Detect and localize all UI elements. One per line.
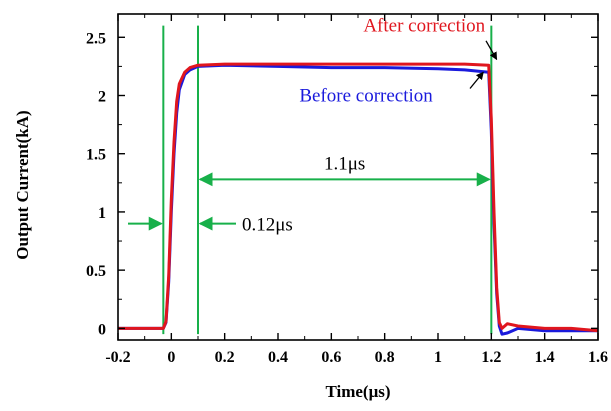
y-tick-label: 0	[98, 321, 106, 338]
after-correction-label: After correction	[363, 15, 485, 36]
y-tick-label: 1.5	[86, 147, 106, 164]
x-tick-label: 0.2	[215, 349, 235, 366]
y-tick-label: 2	[98, 89, 106, 106]
series-line-after-correction	[118, 62, 599, 333]
x-tick-label: 1.2	[481, 349, 501, 366]
after-correction-pointer	[485, 40, 498, 61]
before-correction-label: Before correction	[299, 85, 433, 106]
before-correction-pointer	[469, 71, 484, 89]
x-tick-label: 0.4	[268, 349, 288, 366]
x-tick-label: 1	[434, 349, 442, 366]
span-label: 1.1μs	[324, 153, 365, 174]
x-tick-label: 0	[167, 349, 175, 366]
x-axis-label: Time(μs)	[325, 382, 390, 401]
x-tick-label: -0.2	[105, 349, 130, 366]
y-tick-label: 1	[98, 205, 106, 222]
rise-label: 0.12μs	[242, 215, 293, 236]
x-tick-label: 1.4	[535, 349, 555, 366]
y-tick-label: 2.5	[86, 30, 106, 47]
x-tick-label: 1.6	[588, 349, 608, 366]
x-tick-label: 0.6	[321, 349, 341, 366]
x-tick-label: 0.8	[375, 349, 395, 366]
y-axis-label: Output Current(kA)	[13, 110, 32, 259]
y-tick-label: 0.5	[86, 263, 106, 280]
